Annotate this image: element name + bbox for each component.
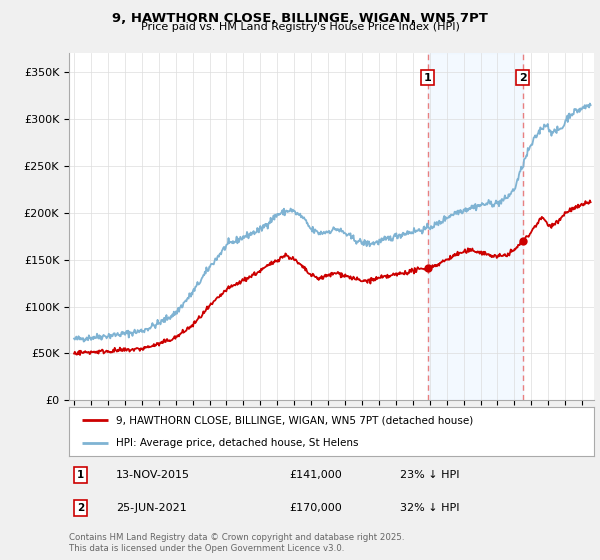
Text: 2: 2: [518, 73, 526, 82]
Text: 23% ↓ HPI: 23% ↓ HPI: [400, 470, 459, 480]
Text: £170,000: £170,000: [290, 503, 342, 513]
Text: 32% ↓ HPI: 32% ↓ HPI: [400, 503, 459, 513]
Text: £141,000: £141,000: [290, 470, 342, 480]
Bar: [428, 53, 523, 400]
Text: 1: 1: [424, 73, 431, 82]
Text: 25-JUN-2021: 25-JUN-2021: [116, 503, 187, 513]
Text: Price paid vs. HM Land Registry's House Price Index (HPI): Price paid vs. HM Land Registry's House …: [140, 22, 460, 32]
Text: HPI: Average price, detached house, St Helens: HPI: Average price, detached house, St H…: [116, 438, 359, 448]
Text: 9, HAWTHORN CLOSE, BILLINGE, WIGAN, WN5 7PT: 9, HAWTHORN CLOSE, BILLINGE, WIGAN, WN5 …: [112, 12, 488, 25]
Text: 9, HAWTHORN CLOSE, BILLINGE, WIGAN, WN5 7PT (detached house): 9, HAWTHORN CLOSE, BILLINGE, WIGAN, WN5 …: [116, 416, 473, 426]
Text: 1: 1: [77, 470, 84, 480]
Text: Contains HM Land Registry data © Crown copyright and database right 2025.
This d: Contains HM Land Registry data © Crown c…: [69, 533, 404, 553]
Text: 2: 2: [77, 503, 84, 513]
Text: 13-NOV-2015: 13-NOV-2015: [116, 470, 190, 480]
